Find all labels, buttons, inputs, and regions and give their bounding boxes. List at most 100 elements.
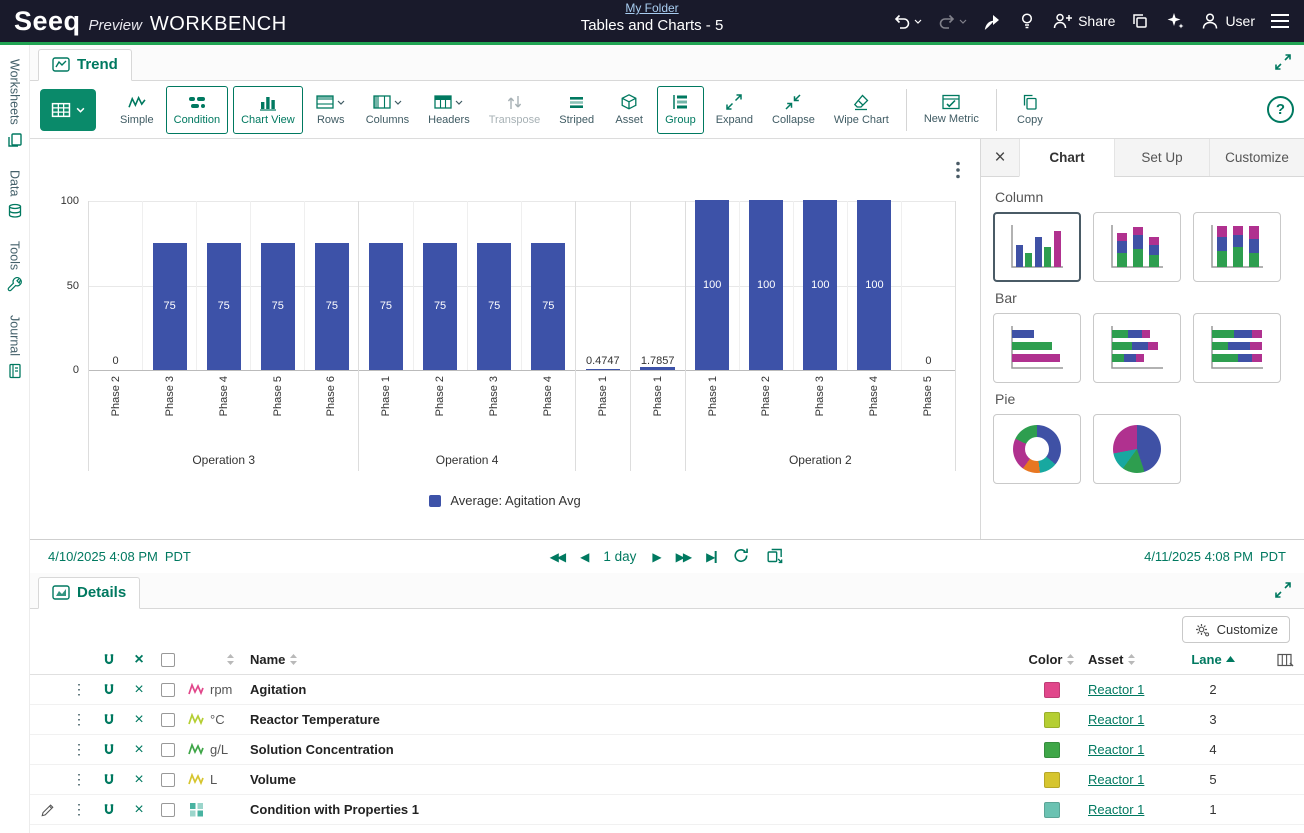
toolbar-condition-button[interactable]: Condition [166,86,228,134]
toolbar-chart-view-button[interactable]: Chart View [233,86,303,134]
help-button[interactable]: ? [1267,96,1294,123]
select-item-checkbox[interactable] [161,773,175,787]
bar[interactable]: 100 [857,200,891,370]
bar[interactable]: 75 [477,243,511,371]
display-range-start[interactable]: 4/10/2025 4:08 PM PDT [48,549,191,564]
toolbar-rows-button[interactable]: Rows [308,86,354,134]
tab-customize[interactable]: Customize [1209,139,1304,176]
toolbar-new-metric-button[interactable]: New Metric [917,86,986,134]
name-column-header[interactable]: Name [250,652,1016,667]
item-menu-kebab[interactable]: ⋮ [64,717,94,722]
follow-item-button[interactable] [94,773,124,787]
color-swatch[interactable] [1044,712,1060,728]
chart-menu-kebab[interactable] [956,161,960,184]
step-forward-full-button[interactable]: ▶▶ [676,550,690,564]
follow-item-button[interactable] [94,713,124,727]
maximize-trend-button[interactable] [1274,53,1292,76]
bar[interactable]: 100 [749,200,783,370]
toolbar-wipe-chart-button[interactable]: Wipe Chart [827,86,896,134]
toolbar-expand-button[interactable]: Expand [709,86,760,134]
chart-type-column-stacked[interactable] [1093,212,1181,282]
sidebar-item-data[interactable]: Data [7,170,23,219]
sidebar-item-worksheets[interactable]: Worksheets [7,59,23,148]
bar[interactable]: 100 [695,200,729,370]
chart-type-column-grouped[interactable] [993,212,1081,282]
remove-item-button[interactable]: × [124,711,154,729]
item-menu-kebab[interactable]: ⋮ [64,807,94,812]
column-chooser-button[interactable] [1248,652,1304,668]
tab-details[interactable]: Details [38,577,140,609]
color-swatch[interactable] [1044,682,1060,698]
follow-item-button[interactable] [94,803,124,817]
item-menu-kebab[interactable]: ⋮ [64,777,94,782]
color-swatch[interactable] [1044,772,1060,788]
sidebar-item-journal[interactable]: Journal [7,315,23,379]
asset-column-header[interactable]: Asset [1088,652,1178,667]
toolbar-simple-button[interactable]: Simple [113,86,161,134]
bar[interactable]: 75 [369,243,403,371]
chart-type-donut[interactable] [993,414,1081,484]
select-item-checkbox[interactable] [161,743,175,757]
select-item-checkbox[interactable] [161,803,175,817]
toolbar-asset-button[interactable]: Asset [606,86,652,134]
chart-type-bar-grouped[interactable] [993,313,1081,383]
select-all-checkbox[interactable] [161,653,175,667]
duration-button[interactable]: 1 day [603,549,636,564]
toolbar-group-button[interactable]: Group [657,86,704,134]
chart-type-pie[interactable] [1093,414,1181,484]
remove-item-button[interactable]: × [124,771,154,789]
bar[interactable]: 75 [207,243,241,371]
bar[interactable]: 75 [423,243,457,371]
tab-trend[interactable]: Trend [38,49,132,81]
user-menu-button[interactable]: User [1200,11,1255,31]
select-item-checkbox[interactable] [161,713,175,727]
step-back-full-button[interactable]: ◀◀ [550,550,564,564]
sort-type-button[interactable] [210,653,250,666]
step-to-now-button[interactable]: ▶ [706,550,716,564]
item-menu-kebab[interactable]: ⋮ [64,687,94,692]
asset-link[interactable]: Reactor 1 [1088,802,1144,817]
tab-set-up[interactable]: Set Up [1114,139,1209,176]
bar[interactable] [640,367,674,370]
follow-item-button[interactable] [94,683,124,697]
sidebar-item-tools[interactable]: Tools [7,241,23,293]
toolbar-headers-button[interactable]: Headers [421,86,477,134]
duplicate-worksheet-button[interactable] [1130,11,1150,31]
asset-link[interactable]: Reactor 1 [1088,742,1144,757]
item-menu-kebab[interactable]: ⋮ [64,747,94,752]
chart-type-column-stacked-100[interactable] [1193,212,1281,282]
remove-item-button[interactable]: × [124,681,154,699]
color-swatch[interactable] [1044,802,1060,818]
bar[interactable]: 75 [531,243,565,371]
remove-all-button[interactable]: × [124,651,154,669]
tab-chart[interactable]: Chart [1019,139,1114,177]
my-folder-link[interactable]: My Folder [581,1,724,15]
chart-type-bar-stacked[interactable] [1093,313,1181,383]
step-back-half-button[interactable]: ◀ [580,550,587,564]
follow-item-button[interactable] [94,743,124,757]
bar[interactable]: 75 [153,243,187,371]
close-panel-button[interactable]: × [981,139,1019,176]
bar[interactable] [586,369,620,370]
toolbar-columns-button[interactable]: Columns [359,86,416,134]
select-item-checkbox[interactable] [161,683,175,697]
redo-button[interactable] [937,11,967,31]
copy-range-button[interactable] [765,547,784,567]
lane-column-header[interactable]: Lane [1178,652,1248,667]
color-column-header[interactable]: Color [1016,652,1088,667]
maximize-details-button[interactable] [1274,581,1292,604]
ai-assistant-button[interactable] [1165,11,1185,31]
whats-new-button[interactable] [1017,11,1037,31]
bar[interactable]: 100 [803,200,837,370]
table-view-dropdown-button[interactable] [40,89,96,131]
display-range-end[interactable]: 4/11/2025 4:08 PM PDT [1144,549,1286,564]
remove-item-button[interactable]: × [124,801,154,819]
chart-type-bar-stacked-100[interactable] [1193,313,1281,383]
toolbar-collapse-button[interactable]: Collapse [765,86,822,134]
undo-button[interactable] [892,11,922,31]
asset-link[interactable]: Reactor 1 [1088,712,1144,727]
step-forward-half-button[interactable]: ▶ [652,550,659,564]
color-swatch[interactable] [1044,742,1060,758]
auto-update-button[interactable] [732,547,749,567]
edit-pencil-button[interactable] [30,802,64,817]
